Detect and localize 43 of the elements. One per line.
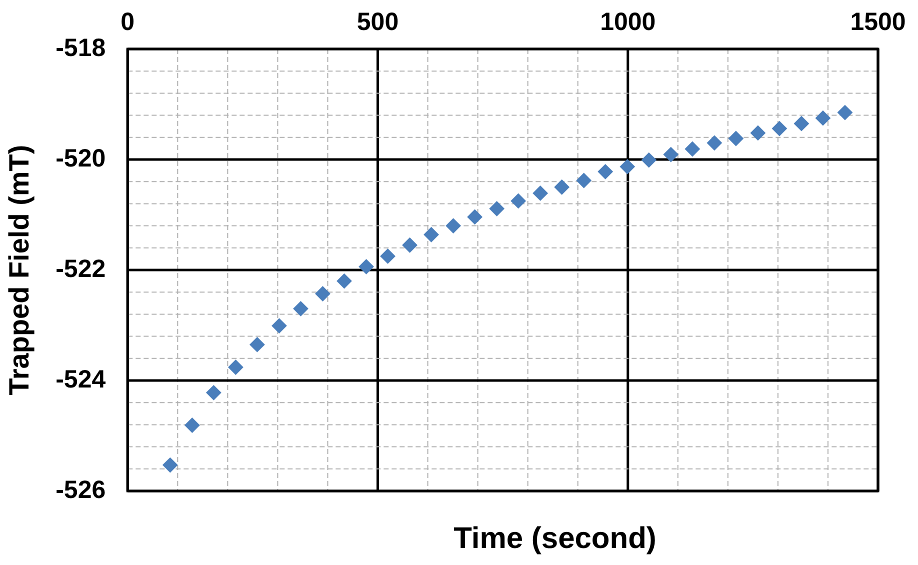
point — [728, 131, 744, 146]
point — [446, 218, 461, 234]
point — [228, 360, 244, 375]
y-tick-label: -526 — [56, 476, 106, 504]
point — [184, 418, 200, 433]
point — [772, 121, 787, 136]
point — [641, 152, 656, 168]
point — [576, 172, 592, 188]
x-tick-label: 500 — [356, 8, 399, 36]
point — [358, 259, 374, 274]
x-tick-label: 1000 — [600, 8, 656, 36]
point — [510, 193, 526, 208]
y-tick-label: -518 — [56, 34, 106, 62]
point — [706, 135, 722, 150]
point — [336, 274, 352, 289]
point — [663, 147, 678, 162]
point — [272, 318, 287, 334]
point — [467, 209, 482, 224]
x-axis-title: Time (second) — [452, 522, 658, 556]
y-tick-label: -524 — [56, 365, 106, 394]
point — [750, 125, 766, 140]
point — [489, 201, 504, 216]
point — [554, 180, 570, 195]
point — [684, 142, 700, 157]
point — [162, 458, 178, 473]
point — [402, 238, 418, 253]
y-tick-label: -520 — [56, 144, 106, 172]
point — [380, 248, 396, 264]
point — [250, 337, 265, 352]
point — [598, 164, 613, 180]
x-tick-label: 1500 — [850, 8, 906, 36]
x-tick-label: 0 — [120, 8, 135, 36]
y-tick-label: -522 — [56, 254, 106, 283]
point — [315, 286, 330, 302]
point — [424, 227, 439, 242]
point — [293, 301, 308, 316]
point — [815, 110, 830, 126]
y-axis-title: Trapped Field (mT) — [4, 144, 35, 396]
point — [794, 116, 809, 132]
point — [837, 105, 852, 120]
point — [206, 385, 222, 400]
point — [532, 186, 548, 201]
point — [620, 159, 635, 174]
